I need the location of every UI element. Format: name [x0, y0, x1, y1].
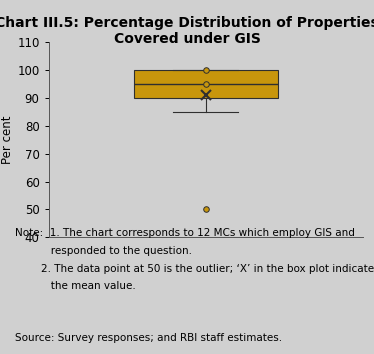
Text: Source: Survey responses; and RBI staff estimates.: Source: Survey responses; and RBI staff … — [15, 333, 282, 343]
PathPatch shape — [134, 70, 278, 98]
Text: responded to the question.: responded to the question. — [15, 246, 192, 256]
Text: the mean value.: the mean value. — [15, 281, 136, 291]
Text: 2. The data point at 50 is the outlier; ‘X’ in the box plot indicates: 2. The data point at 50 is the outlier; … — [15, 264, 374, 274]
Y-axis label: Per cent: Per cent — [1, 115, 15, 164]
Text: Chart III.5: Percentage Distribution of Properties
Covered under GIS: Chart III.5: Percentage Distribution of … — [0, 16, 374, 46]
Text: Note:  1. The chart corresponds to 12 MCs which employ GIS and: Note: 1. The chart corresponds to 12 MCs… — [15, 228, 355, 238]
